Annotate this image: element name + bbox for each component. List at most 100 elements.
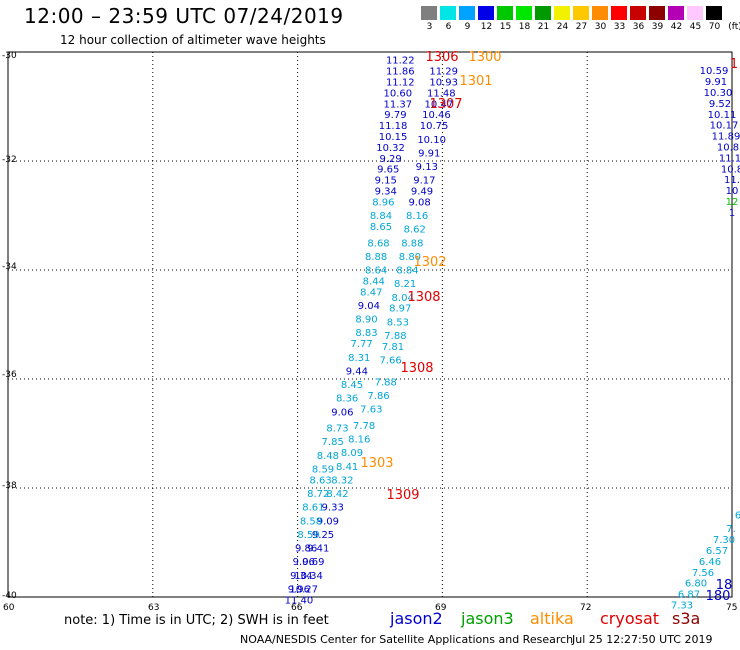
wave-height-value: 10.11 [708,110,737,121]
wave-height-value: 7.66 [379,355,401,366]
wave-height-value: 7.77 [351,339,373,350]
wave-height-value: 10.46 [422,110,451,121]
wave-height-value: 8.47 [360,287,382,298]
wave-height-value: 11.1 [719,153,740,164]
color-swatch [516,6,533,20]
wave-height-value: 9.09 [317,516,339,527]
wave-height-value: 9.52 [709,99,731,110]
wave-height-value: 11. [724,175,740,186]
map-frame [7,51,733,598]
legend-jason2: jason2 [390,609,443,628]
color-swatch-label: 27 [575,22,588,32]
color-swatch-label: 30 [594,22,607,32]
wave-height-value: 10.10 [417,135,446,146]
wave-height-value: 9.25 [312,530,334,541]
wave-height-value: 9.17 [413,176,435,187]
wave-height-value: 9.91 [705,77,727,88]
pass-time-label: 1300 [468,50,501,65]
wave-height-value: 8.44 [363,276,385,287]
wave-height-value: 8.97 [389,304,411,315]
color-swatch [478,6,495,20]
wave-height-value: 8.21 [394,279,416,290]
wave-height-value: 7.88 [375,377,397,388]
pass-time-label: 1309 [386,488,419,503]
pass-time-label: 1302 [413,255,446,270]
wave-height-value: 8.59 [297,530,319,541]
color-swatch-label: 12 [480,22,493,32]
wave-height-value: 10.59 [700,66,729,77]
color-swatch-label: 21 [537,22,550,32]
wave-height-value: 10.32 [376,143,405,154]
wave-height-value: 7.85 [322,437,344,448]
wave-height-value: 11.89 [712,132,740,143]
wave-height-value: 11.22 [386,56,415,67]
wave-height-value: 6.80 [685,579,707,590]
legend-altika: altika [530,609,574,628]
wave-height-value: 10.47 [425,99,454,110]
color-swatch-label: 18 [518,22,531,32]
pass-time-label: 1308 [407,290,440,305]
pass-time-label: 180 [706,589,731,604]
color-swatch-label: 70 [708,22,721,32]
wave-height-value: 8.41 [336,462,358,473]
lat-label: -32 [2,155,17,165]
wave-height-value: 8.32 [331,475,353,486]
wave-height-value: 8.62 [404,225,426,236]
color-swatch [497,6,514,20]
wave-height-value: 7.81 [382,342,404,353]
wave-height-value: 9.41 [307,544,329,555]
color-swatch-label: 15 [499,22,512,32]
pass-time-label: 1306 [425,50,458,65]
wave-height-value: 6.46 [699,557,721,568]
wave-height-value: 6.87 [678,590,700,601]
wave-height-value: 9.13 [416,162,438,173]
wave-height-value: 9.06 [293,557,315,568]
footer-note: note: 1) Time is in UTC; 2) SWH is in fe… [64,613,329,628]
color-swatch [535,6,552,20]
wave-height-value: 7.86 [367,391,389,402]
wave-height-value: 9.04 [358,301,380,312]
legend-s3a: s3a [672,609,701,628]
pass-time-label: 1303 [360,456,393,471]
credit-line: NOAA/NESDIS Center for Satellite Applica… [240,633,574,646]
wave-height-value: 11.48 [427,88,456,99]
wave-height-value: 8.31 [348,353,370,364]
color-swatch-label: 45 [689,22,702,32]
wave-height-value: 7.88 [384,331,406,342]
color-swatch [687,6,704,20]
lat-label: -34 [2,262,17,272]
wave-height-value: 8.90 [355,315,377,326]
wave-height-value: 10.93 [429,78,458,89]
lat-label: -40 [2,591,17,601]
pass-time-label: 18 [716,578,733,593]
lat-label: -36 [2,370,17,380]
legend-jason3: jason3 [461,609,514,628]
lon-label: 60 [3,603,15,613]
wave-height-value: 9.08 [408,197,430,208]
color-swatch [668,6,685,20]
color-swatch [421,6,438,20]
color-swatch [630,6,647,20]
wave-height-value: 7. [726,524,736,535]
wave-height-value: 8.73 [326,424,348,435]
wave-height-value: 8.88 [365,252,387,263]
wave-height-value: 9.29 [379,154,401,165]
wave-height-value: 9.79 [384,110,406,121]
color-swatch-label: 33 [613,22,626,32]
wave-height-value: 8.09 [341,448,363,459]
color-swatch [611,6,628,20]
wave-height-value: 12 [726,197,739,208]
color-swatch-label: 24 [556,22,569,32]
color-swatch-label: 3 [426,22,433,32]
color-swatch-label: 42 [670,22,683,32]
pass-time-label: 1307 [429,97,462,112]
wave-height-value: 8.58 [300,516,322,527]
wave-height-value: 8.16 [406,211,428,222]
wave-height-value: 8.80 [399,252,421,263]
wave-height-value: 10.34 [294,571,323,582]
wave-height-value: 8.59 [312,464,334,475]
wave-height-value: 7.33 [671,600,693,611]
wave-height-value: 6.57 [706,546,728,557]
legend-cryosat: cryosat [600,609,660,628]
